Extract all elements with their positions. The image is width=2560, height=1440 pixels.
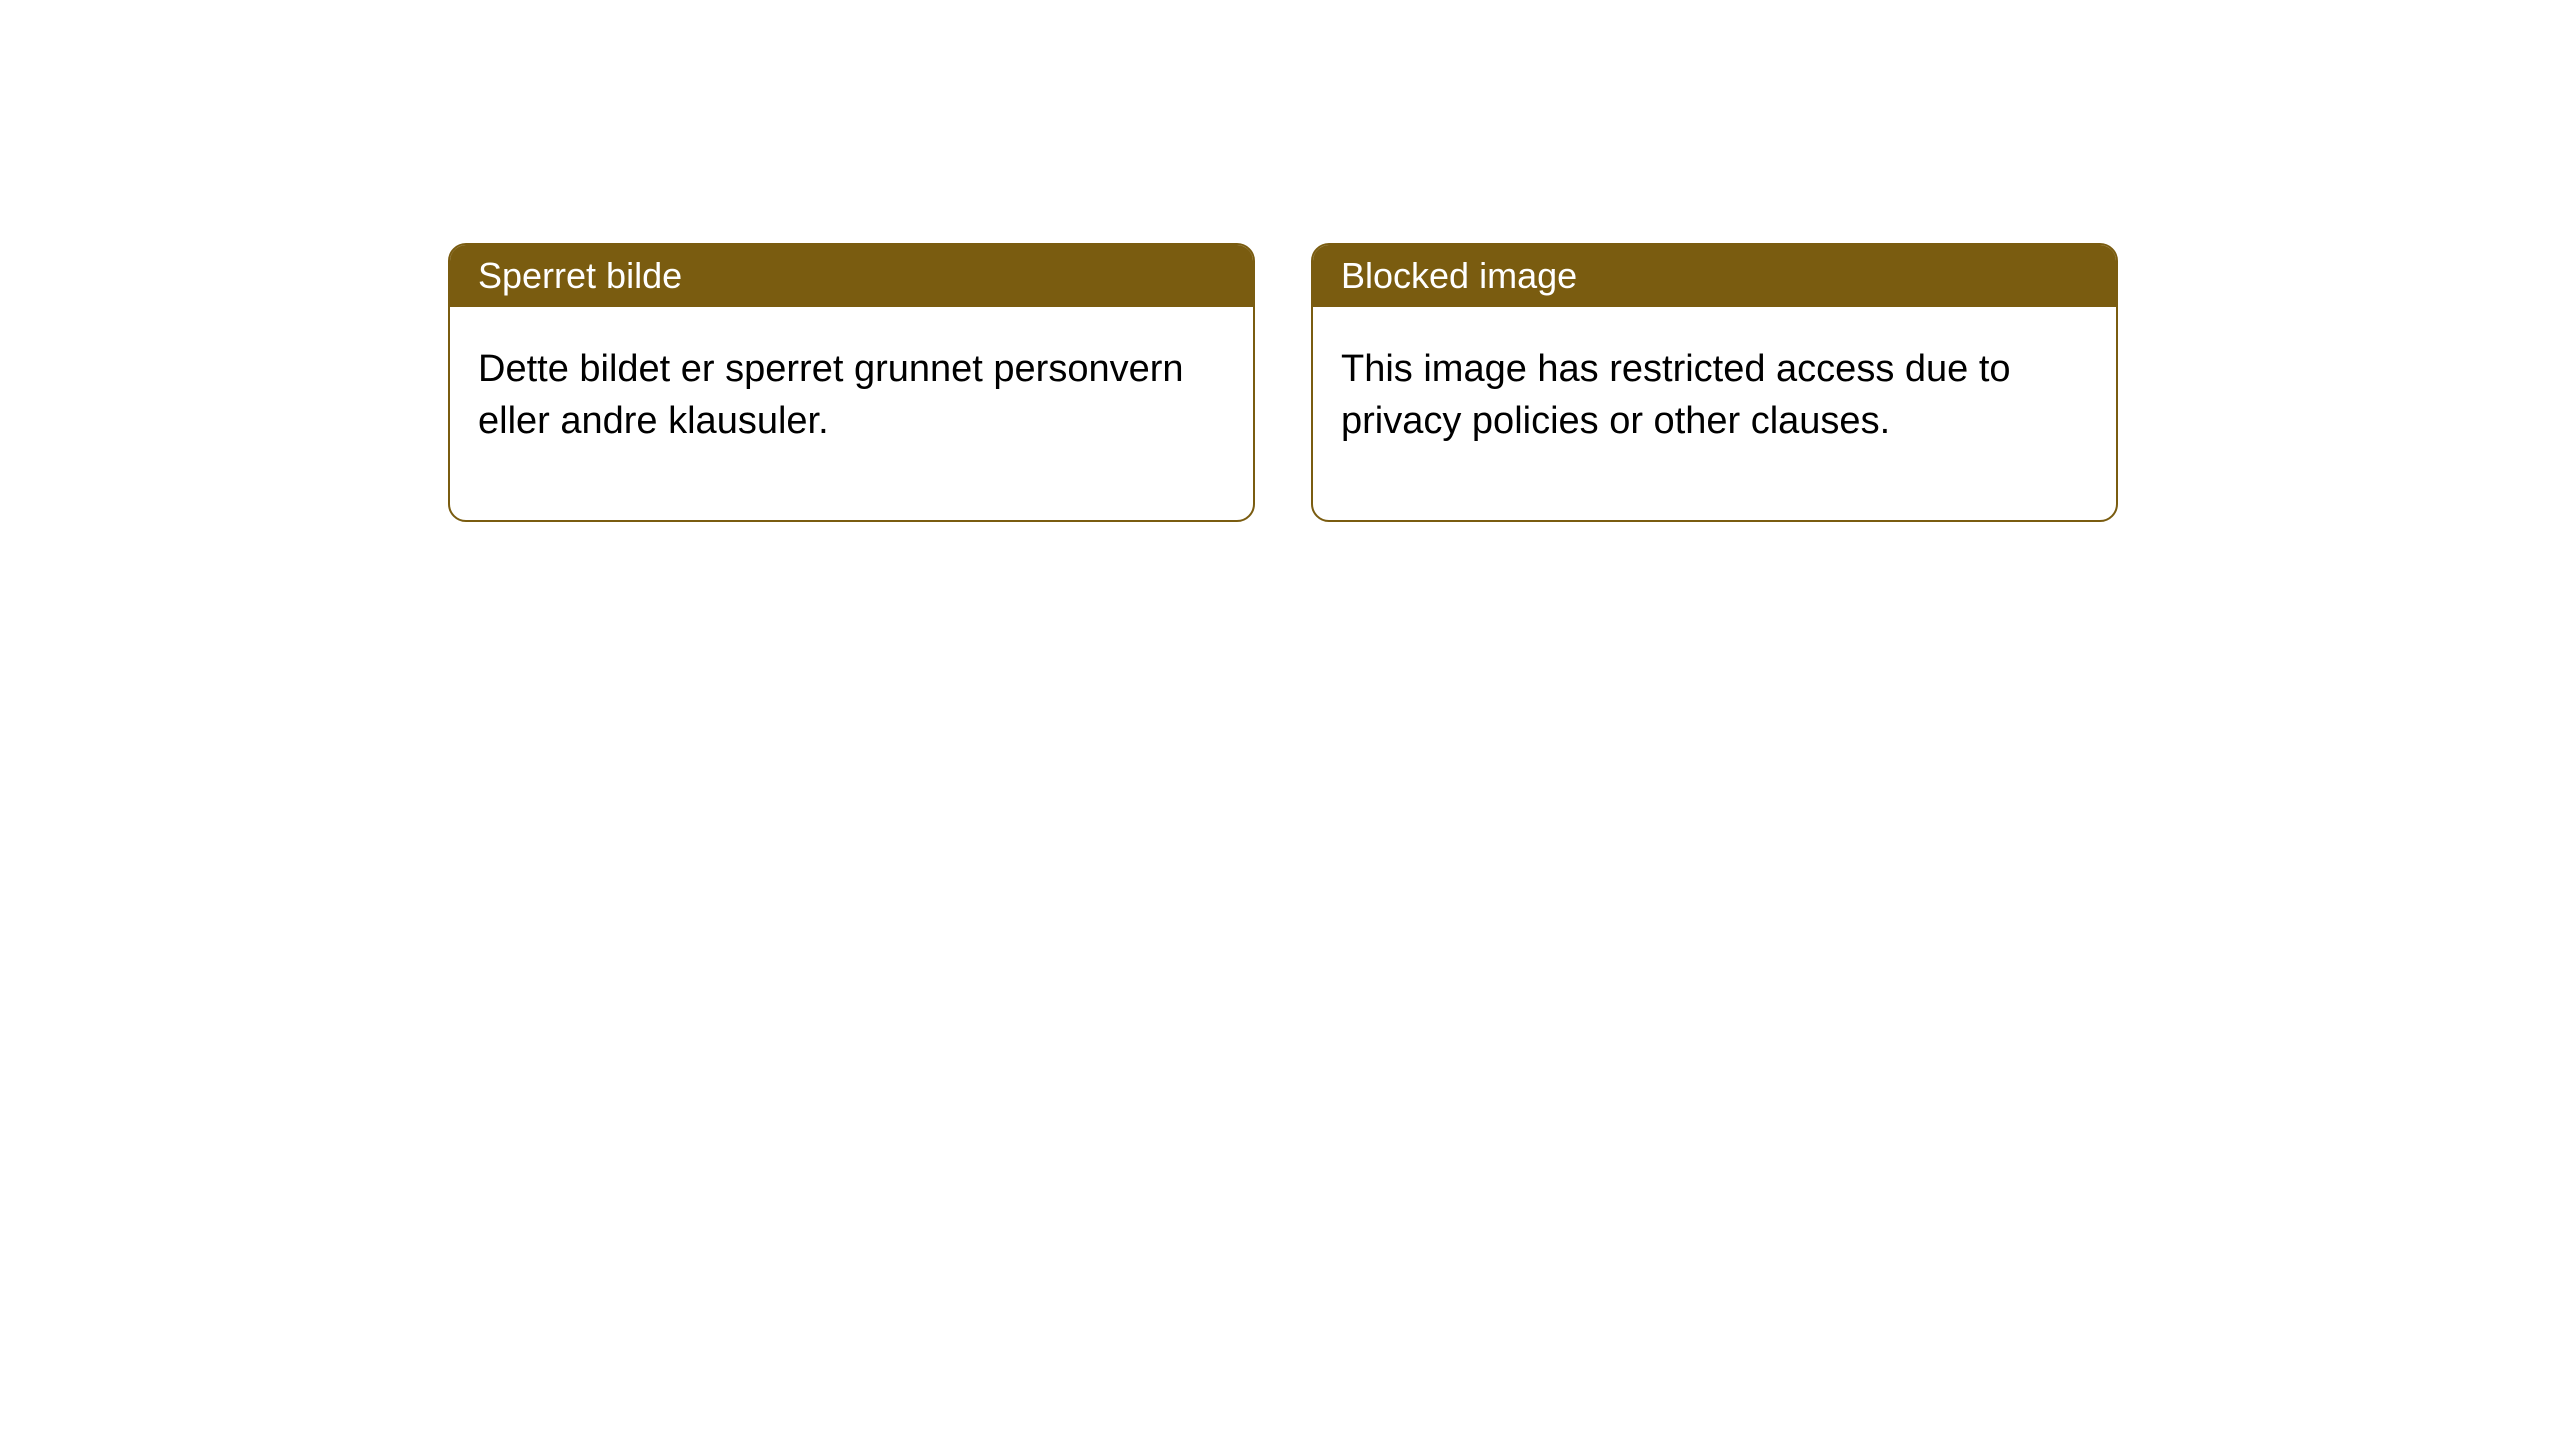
notice-card-norwegian: Sperret bilde Dette bildet er sperret gr… (448, 243, 1255, 522)
notice-title: Sperret bilde (450, 245, 1253, 307)
notice-body: Dette bildet er sperret grunnet personve… (450, 307, 1253, 520)
notice-container: Sperret bilde Dette bildet er sperret gr… (0, 0, 2560, 522)
notice-body: This image has restricted access due to … (1313, 307, 2116, 520)
notice-card-english: Blocked image This image has restricted … (1311, 243, 2118, 522)
notice-title: Blocked image (1313, 245, 2116, 307)
